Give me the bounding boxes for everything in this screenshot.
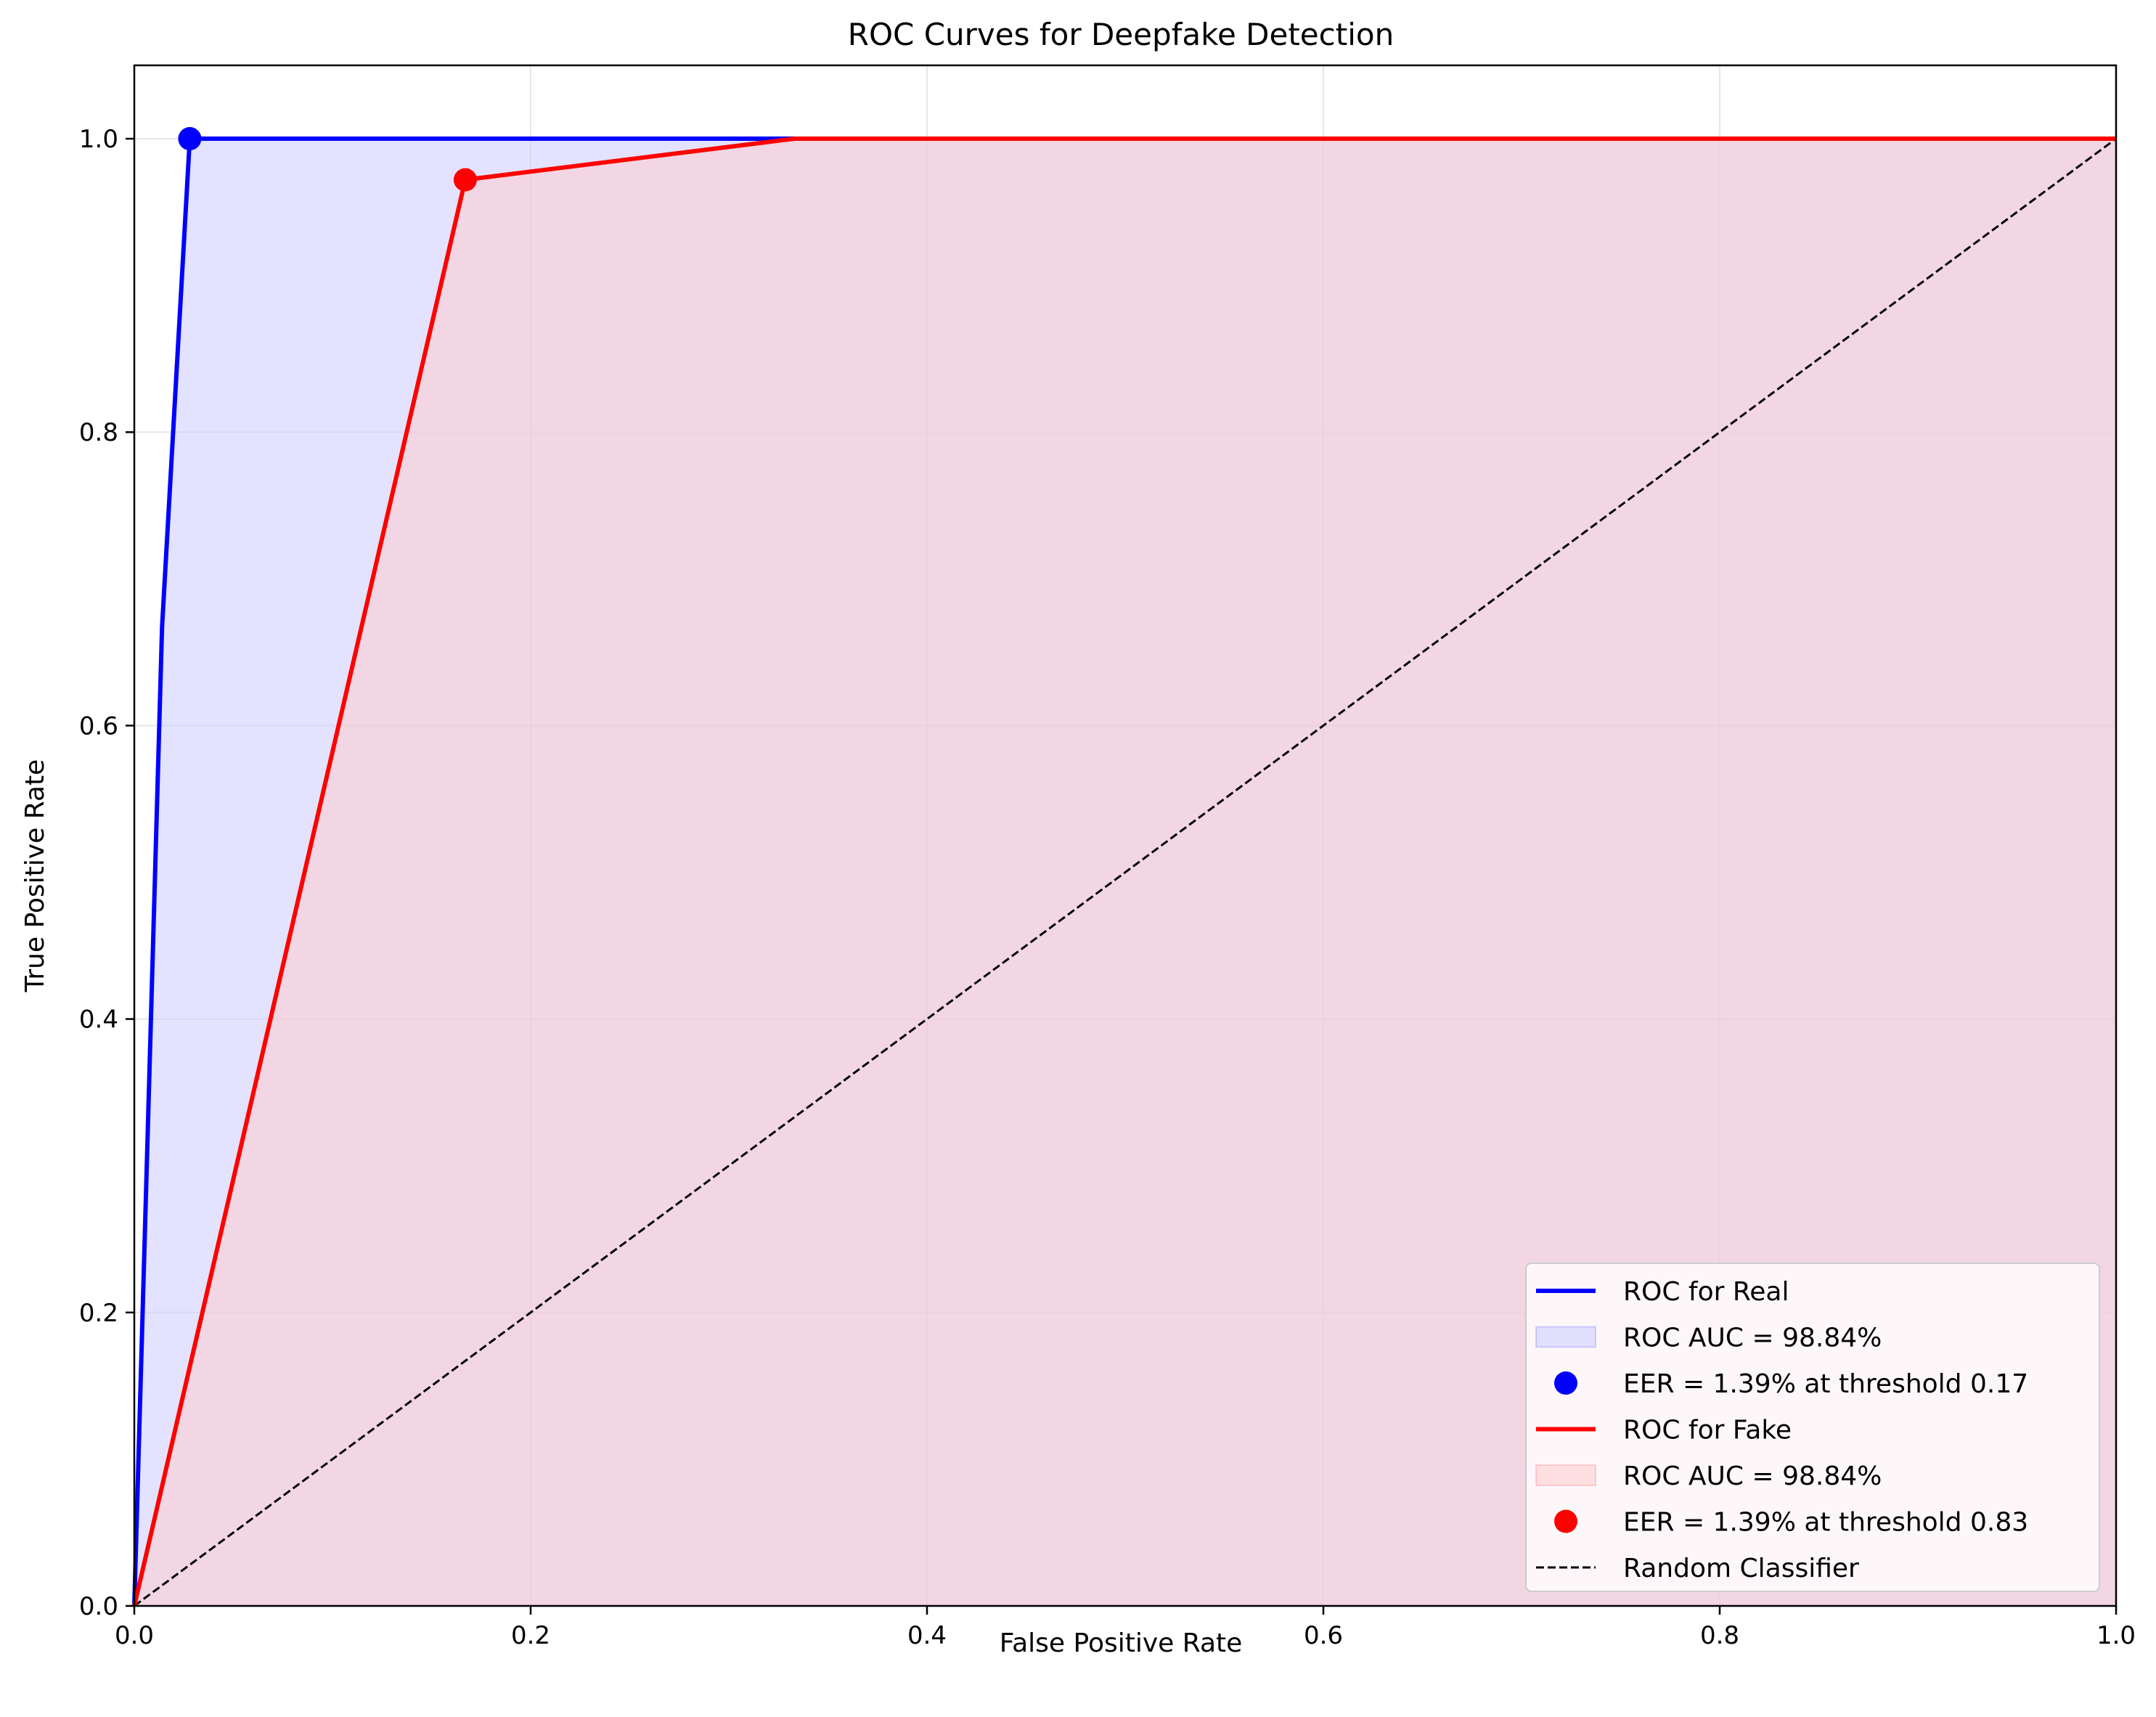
axes: 0.0 0.2 0.4 0.6 0.8 1.0 0.0 0.2 0.4 0.6 0.8 1.0 xyxy=(79,64,2136,1650)
plot-area xyxy=(132,65,2117,1607)
x-tick-label-3: 0.6 xyxy=(1304,1621,1343,1650)
legend-eer-1-label: EER = 1.39% at threshold 0.83 xyxy=(1623,1508,2028,1538)
legend-random-label: Random Classifier xyxy=(1623,1554,1859,1583)
roc-curve-1 xyxy=(132,136,2116,1607)
chart-title: ROC Curves for Deepfake Detection xyxy=(848,17,1394,52)
plot-frame xyxy=(133,64,2118,1607)
y-tick-label-4: 0.8 xyxy=(79,418,118,447)
legend-eer-1-handle xyxy=(1554,1509,1577,1533)
legend: ROC for Real ROC AUC = 98.84% EER = 1.39% … xyxy=(1525,1263,2100,1592)
eer-point-1 xyxy=(453,168,477,192)
x-tick-label-1: 0.2 xyxy=(511,1621,550,1650)
legend-auc-0-handle xyxy=(1535,1326,1596,1348)
y-tick-label-2: 0.4 xyxy=(79,1006,118,1035)
x-tick-label-0: 0.0 xyxy=(115,1621,154,1650)
legend-eer-0-handle xyxy=(1554,1371,1577,1395)
x-axis-label: False Positive Rate xyxy=(1000,1628,1243,1658)
y-tick-label-5: 1.0 xyxy=(79,125,118,154)
random-classifier-line xyxy=(134,137,2117,1607)
legend-eer-0-label: EER = 1.39% at threshold 0.17 xyxy=(1623,1369,2028,1399)
legend-auc-0-label: ROC AUC = 98.84% xyxy=(1623,1324,1882,1353)
eer-point-0 xyxy=(178,127,202,151)
y-axis-label: True Positive Rate xyxy=(20,759,50,993)
y-tick-label-3: 0.6 xyxy=(79,711,118,741)
x-tick-label-4: 0.8 xyxy=(1700,1621,1739,1650)
y-tick-label-0: 0.0 xyxy=(79,1592,118,1621)
legend-auc-1-handle xyxy=(1535,1464,1596,1486)
y-tick-label-1: 0.2 xyxy=(79,1299,118,1328)
legend-box xyxy=(1525,1263,2100,1592)
legend-auc-1-label: ROC AUC = 98.84% xyxy=(1623,1461,1882,1491)
legend-roc-0-label: ROC for Real xyxy=(1623,1277,1789,1307)
x-tick-label-5: 1.0 xyxy=(2096,1621,2136,1650)
legend-roc-1-label: ROC for Fake xyxy=(1623,1416,1792,1445)
x-tick-label-2: 0.4 xyxy=(907,1621,947,1650)
